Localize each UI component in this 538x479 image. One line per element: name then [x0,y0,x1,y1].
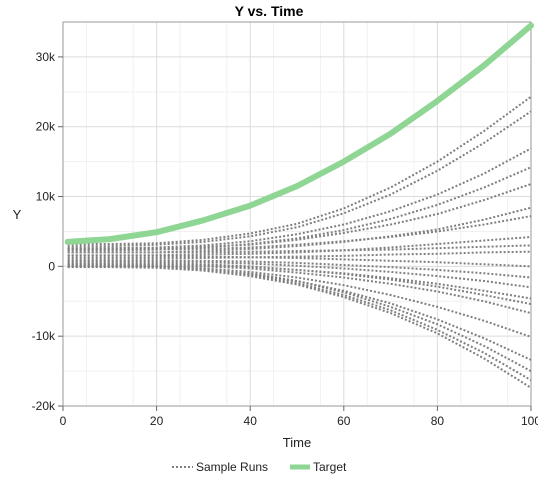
x-tick-label: 60 [337,414,351,428]
sample-run-line [67,110,532,248]
sample-run-line [67,215,532,251]
x-tick-label: 0 [60,414,67,428]
sample-run-line [67,259,532,279]
sample-run-line [67,261,532,306]
sample-run-line [67,264,532,382]
y-tick-label: 0 [48,259,55,273]
x-tick-label: 100 [521,414,538,428]
legend: Sample Runs Target [172,460,347,474]
sample-run-line [67,183,532,250]
x-tick-label: 40 [244,414,258,428]
sample-run-line [67,244,532,254]
axes: 0 20 40 60 80 100 -20k -10k 0 10k 20k 30k [32,50,538,428]
x-tick-label: 20 [150,414,164,428]
sample-run-line [67,95,532,245]
legend-label-target: Target [313,460,347,474]
y-tick-label: 20k [36,120,56,134]
y-tick-label: 30k [36,50,56,64]
plot-frame [62,21,532,407]
sample-run-line [67,266,532,389]
legend-label-sample-runs: Sample Runs [196,460,268,474]
series-layer [64,22,534,389]
sample-run-line [67,259,532,289]
chart-title: Y vs. Time [235,3,304,19]
y-tick-label: -10k [32,329,56,343]
x-axis-title: Time [283,435,311,450]
target-line [64,22,534,245]
sample-run-line [67,250,532,259]
x-tick-label: 80 [431,414,445,428]
y-axis-title: Y [13,207,22,222]
y-tick-label: -20k [32,399,56,413]
y-tick-label: 10k [36,190,56,204]
sample-run-line [67,254,532,268]
